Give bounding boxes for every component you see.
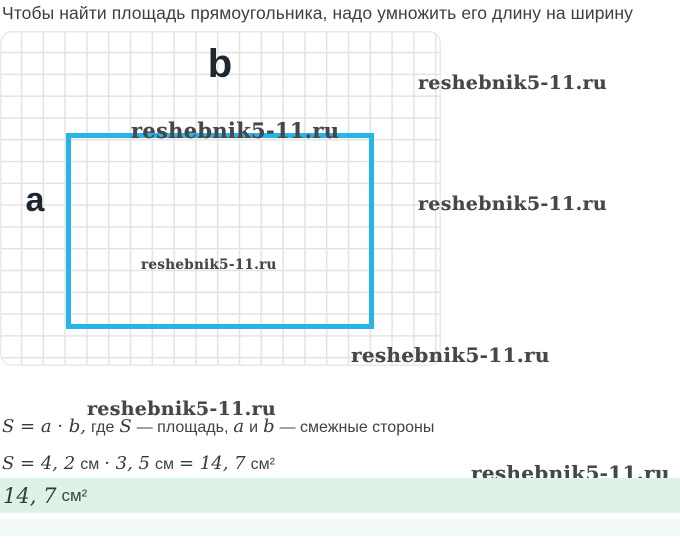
formula-math-part: S = 4, 2 xyxy=(2,453,76,474)
formula-calculation: S = 4, 2 см · 3, 5 см = 14, 7 см² xyxy=(2,453,275,474)
formula-math-part: S = a · b, xyxy=(2,416,86,437)
watermark: reshebnik5-11.ru xyxy=(351,343,550,367)
formula-text-part: см xyxy=(80,456,100,473)
watermark: reshebnik5-11.ru xyxy=(418,72,607,94)
formula-math-part: · 3, 5 xyxy=(104,453,151,474)
watermark: reshebnik5-11.ru xyxy=(418,193,607,215)
rectangle-shape xyxy=(66,133,374,329)
faint-highlight-band xyxy=(0,519,680,536)
formula-text-part: см xyxy=(155,456,175,473)
formula-math-part: S xyxy=(119,416,132,437)
grid-paper-panel xyxy=(0,31,441,366)
answer-highlight: 14, 7 см² xyxy=(0,478,680,513)
formula-text-part: см² xyxy=(250,456,275,473)
formula-text-part: и xyxy=(249,419,259,436)
answer-unit: см² xyxy=(61,485,88,505)
watermark: reshebnik5-11.ru xyxy=(87,398,276,420)
formula-math-part: = 14, 7 xyxy=(179,453,246,474)
formula-definition: S = a · b, где S — площадь, a и b — смежные сто… xyxy=(2,416,434,437)
formula-math-part: a xyxy=(233,416,245,437)
side-label-b: b xyxy=(207,42,233,86)
watermark: reshebnik5-11.ru xyxy=(131,118,340,143)
side-label-a: a xyxy=(25,181,45,219)
formula-text-part: где xyxy=(91,419,115,436)
watermark: reshebnik5-11.ru xyxy=(141,257,277,273)
formula-math-part: b xyxy=(263,416,275,437)
answer-value: 14, 7 xyxy=(3,483,57,508)
formula-text-part: — площадь, xyxy=(136,419,229,436)
page-title: Чтобы найти площадь прямоугольника, надо… xyxy=(2,3,634,23)
formula-text-part: — смежные стороны xyxy=(279,419,435,436)
